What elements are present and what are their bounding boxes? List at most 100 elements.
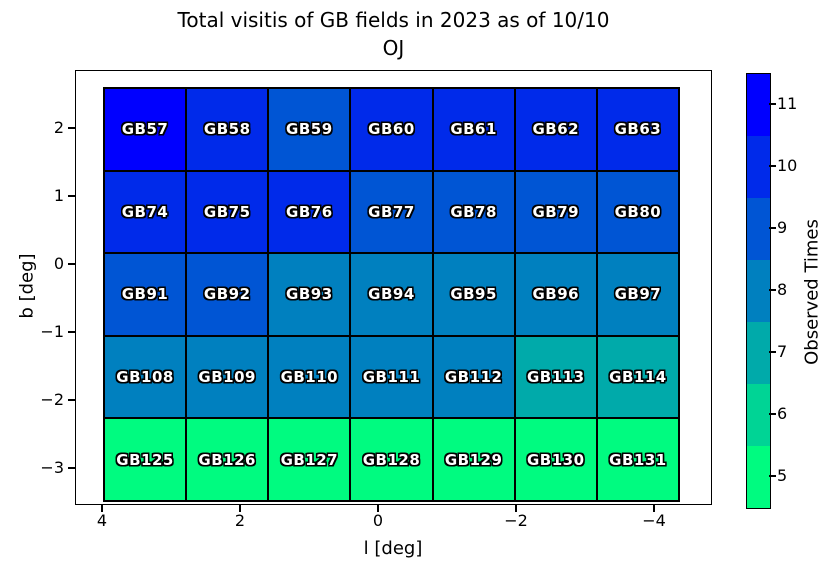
x-axis-label: l [deg] (363, 538, 423, 559)
x-tick-label: −2 (504, 511, 528, 530)
field-label: GB113 (526, 368, 585, 387)
heatmap-cell: GB128 (350, 418, 433, 501)
field-label: GB80 (614, 202, 662, 221)
heatmap-cell: GB77 (350, 170, 433, 254)
field-label: GB79 (532, 202, 580, 221)
colorbar-band (747, 446, 770, 508)
y-tick-mark (68, 127, 75, 129)
field-label: GB114 (609, 368, 667, 387)
heatmap-cell: GB113 (514, 335, 597, 419)
y-tick-label: −2 (40, 390, 64, 410)
y-axis-label: b [deg] (16, 253, 38, 319)
field-label: GB59 (286, 120, 333, 139)
heatmap-grid: GB57 GB58 GB59 GB60 GB61 GB62 GB63 GB74 GB75 GB76… (103, 87, 680, 502)
x-tick-mark (239, 505, 241, 512)
field-label: GB58 (203, 120, 251, 139)
heatmap-cell: GB96 (514, 253, 597, 336)
colorbar-tick-mark (769, 351, 776, 353)
heatmap-cell: GB92 (186, 253, 269, 336)
field-label: GB62 (532, 120, 580, 139)
y-tick-label: −1 (40, 322, 64, 342)
heatmap-cell: GB74 (104, 170, 187, 254)
x-tick-label: 0 (372, 511, 384, 530)
field-label: GB93 (286, 285, 333, 304)
colorbar-band (747, 74, 770, 136)
x-tick-label: 4 (96, 511, 108, 530)
y-tick-mark (68, 331, 75, 333)
field-label: GB125 (116, 450, 174, 469)
colorbar-tick-label: 8 (777, 280, 788, 300)
y-tick-mark (68, 399, 75, 401)
field-label: GB91 (121, 285, 169, 304)
heatmap-cell: GB76 (268, 170, 351, 254)
heatmap-cell: GB79 (514, 170, 597, 254)
field-label: GB130 (526, 450, 585, 469)
x-tick-mark (653, 505, 655, 512)
y-tick-label: 0 (53, 254, 64, 274)
heatmap-cell: GB129 (432, 418, 515, 501)
x-tick-mark (515, 505, 517, 512)
heatmap-cell: GB126 (186, 418, 269, 501)
heatmap-cell: GB63 (596, 88, 679, 171)
chart-title-line1: Total visitis of GB fields in 2023 as of… (177, 8, 610, 32)
colorbar-tick-mark (769, 227, 776, 229)
field-label: GB75 (203, 202, 251, 221)
heatmap-cell: GB127 (268, 418, 351, 501)
field-label: GB126 (198, 450, 256, 469)
heatmap-cell: GB61 (432, 88, 515, 171)
field-label: GB110 (280, 368, 339, 387)
heatmap-cell: GB108 (104, 335, 187, 419)
field-label: GB92 (203, 285, 251, 304)
colorbar-tick-label: 11 (777, 94, 798, 114)
field-label: GB76 (286, 202, 333, 221)
y-tick-label: 1 (53, 186, 64, 206)
field-label: GB128 (362, 450, 421, 469)
heatmap-cell: GB125 (104, 418, 187, 501)
colorbar-tick-mark (769, 475, 776, 477)
colorbar-band (747, 384, 770, 446)
field-label: GB108 (116, 368, 174, 387)
colorbar-tick-label: 10 (777, 156, 798, 176)
colorbar-tick-label: 5 (777, 466, 788, 486)
heatmap-cell: GB97 (596, 253, 679, 336)
colorbar-tick-label: 6 (777, 404, 788, 424)
colorbar-band (747, 198, 770, 260)
y-tick-mark (68, 467, 75, 469)
heatmap-cell: GB75 (186, 170, 269, 254)
field-label: GB112 (444, 368, 503, 387)
heatmap-cell: GB111 (350, 335, 433, 419)
heatmap-cell: GB95 (432, 253, 515, 336)
heatmap-cell: GB57 (104, 88, 187, 171)
y-tick-mark (68, 263, 75, 265)
chart-title: Total visitis of GB fields in 2023 as of… (75, 6, 712, 62)
colorbar-tick-mark (769, 103, 776, 105)
heatmap-cell: GB94 (350, 253, 433, 336)
colorbar-tick-label: 7 (777, 342, 788, 362)
heatmap-cell: GB114 (596, 335, 679, 419)
field-label: GB96 (532, 285, 580, 304)
colorbar (746, 73, 771, 509)
field-label: GB127 (280, 450, 339, 469)
heatmap-cell: GB131 (596, 418, 679, 501)
x-tick-mark (377, 505, 379, 512)
heatmap-cell: GB59 (268, 88, 351, 171)
heatmap-cell: GB60 (350, 88, 433, 171)
field-label: GB129 (444, 450, 503, 469)
y-tick-label: −3 (40, 458, 64, 478)
x-tick-mark (101, 505, 103, 512)
field-label: GB78 (450, 202, 497, 221)
field-label: GB94 (368, 285, 415, 304)
field-label: GB61 (450, 120, 497, 139)
field-label: GB57 (121, 120, 169, 139)
field-label: GB63 (614, 120, 662, 139)
y-tick-mark (68, 195, 75, 197)
chart-title-line2: OJ (382, 36, 405, 60)
heatmap-cell: GB62 (514, 88, 597, 171)
field-label: GB60 (368, 120, 415, 139)
x-tick-label: 2 (234, 511, 246, 530)
field-label: GB111 (362, 368, 421, 387)
colorbar-band (747, 260, 770, 322)
heatmap-cell: GB91 (104, 253, 187, 336)
y-tick-label: 2 (53, 118, 64, 138)
